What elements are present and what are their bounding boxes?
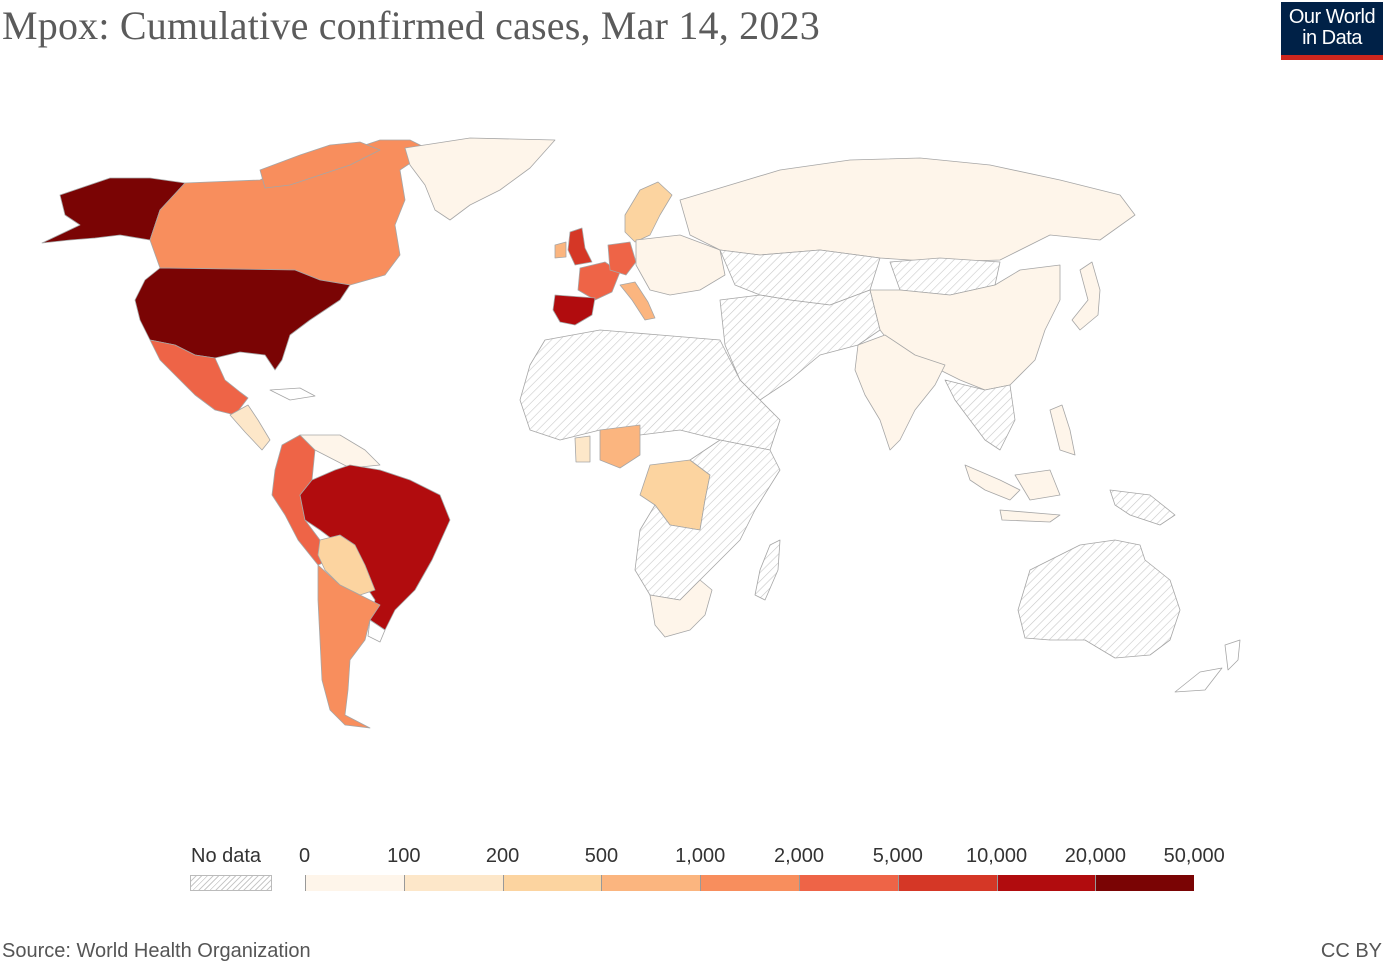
legend-tick-label: 50,000 — [1163, 845, 1225, 867]
region-philippines[interactable] — [1049, 404, 1076, 456]
legend-bin-8[interactable] — [1095, 875, 1195, 891]
region-scandinavia[interactable] — [624, 181, 673, 243]
region-ireland[interactable] — [554, 241, 567, 259]
region-france[interactable] — [577, 261, 621, 301]
legend-bin-0[interactable] — [305, 875, 404, 891]
legend-tick-label: 5,000 — [872, 845, 923, 867]
legend-tick-label: 10,000 — [966, 845, 1028, 867]
legend-tick-label: 500 — [584, 845, 619, 867]
world-map — [41, 137, 1241, 729]
legend-scale — [305, 875, 1195, 891]
region-south-africa[interactable] — [649, 579, 713, 638]
region-central-america[interactable] — [229, 404, 271, 451]
region-greenland[interactable] — [404, 137, 556, 221]
legend-bin-1[interactable] — [403, 875, 503, 891]
region-mexico[interactable] — [149, 339, 249, 416]
region-venezuela[interactable] — [299, 434, 381, 469]
region-brazil[interactable] — [299, 464, 451, 631]
no-data-swatch — [190, 875, 272, 891]
region-japan[interactable] — [1071, 261, 1101, 331]
region-new-zealand[interactable] — [1174, 639, 1241, 693]
chart-title: Mpox: Cumulative confirmed cases, Mar 14… — [2, 3, 820, 48]
legend-tick-label: 2,000 — [773, 845, 825, 867]
region-ghana[interactable] — [574, 435, 591, 463]
region-australia[interactable] — [1017, 539, 1181, 659]
source-note: Source: World Health Organization — [2, 940, 311, 962]
legend-bin-7[interactable] — [996, 875, 1096, 891]
color-legend: No data 0 100 200 500 1,000 2,000 5,000 10,000 2… — [0, 835, 1386, 895]
legend-tick-label: 1,000 — [675, 845, 726, 867]
region-spain[interactable] — [552, 294, 596, 326]
region-southeast-asia[interactable] — [944, 379, 1016, 451]
region-russia[interactable] — [679, 157, 1136, 263]
region-papua[interactable] — [1109, 489, 1176, 526]
legend-tick-label: 100 — [387, 845, 421, 867]
region-india[interactable] — [854, 334, 946, 451]
region-nigeria[interactable] — [599, 424, 641, 469]
legend-tick-label: 20,000 — [1064, 845, 1126, 867]
legend-bin-4[interactable] — [700, 875, 799, 891]
region-caribbean[interactable] — [269, 387, 316, 401]
legend-bin-2[interactable] — [502, 875, 602, 891]
region-usa[interactable] — [134, 267, 351, 371]
no-data-label: No data — [191, 845, 262, 867]
region-italy[interactable] — [619, 281, 656, 321]
legend-bin-5[interactable] — [798, 875, 898, 891]
region-eastern-europe[interactable] — [635, 234, 726, 296]
legend-tick-label: 0 — [299, 845, 311, 867]
region-uk[interactable] — [567, 227, 593, 266]
logo-line-1: Our World — [1288, 6, 1376, 28]
legend-tick-label: 200 — [485, 845, 520, 867]
license-note[interactable]: CC BY — [1320, 940, 1382, 962]
region-argentina-chile[interactable] — [317, 564, 381, 729]
region-alaska[interactable] — [41, 177, 186, 244]
region-uruguay[interactable] — [367, 619, 386, 643]
region-germany[interactable] — [607, 241, 637, 276]
logo-line-2: in Data — [1302, 27, 1362, 49]
region-bolivia[interactable] — [317, 534, 376, 596]
legend-bin-3[interactable] — [601, 875, 701, 891]
owid-logo[interactable]: Our World in Data — [1281, 2, 1383, 60]
region-canada-islands[interactable] — [259, 141, 381, 189]
region-madagascar[interactable] — [754, 539, 781, 601]
legend-bin-6[interactable] — [897, 875, 997, 891]
region-indonesia[interactable] — [964, 464, 1061, 523]
